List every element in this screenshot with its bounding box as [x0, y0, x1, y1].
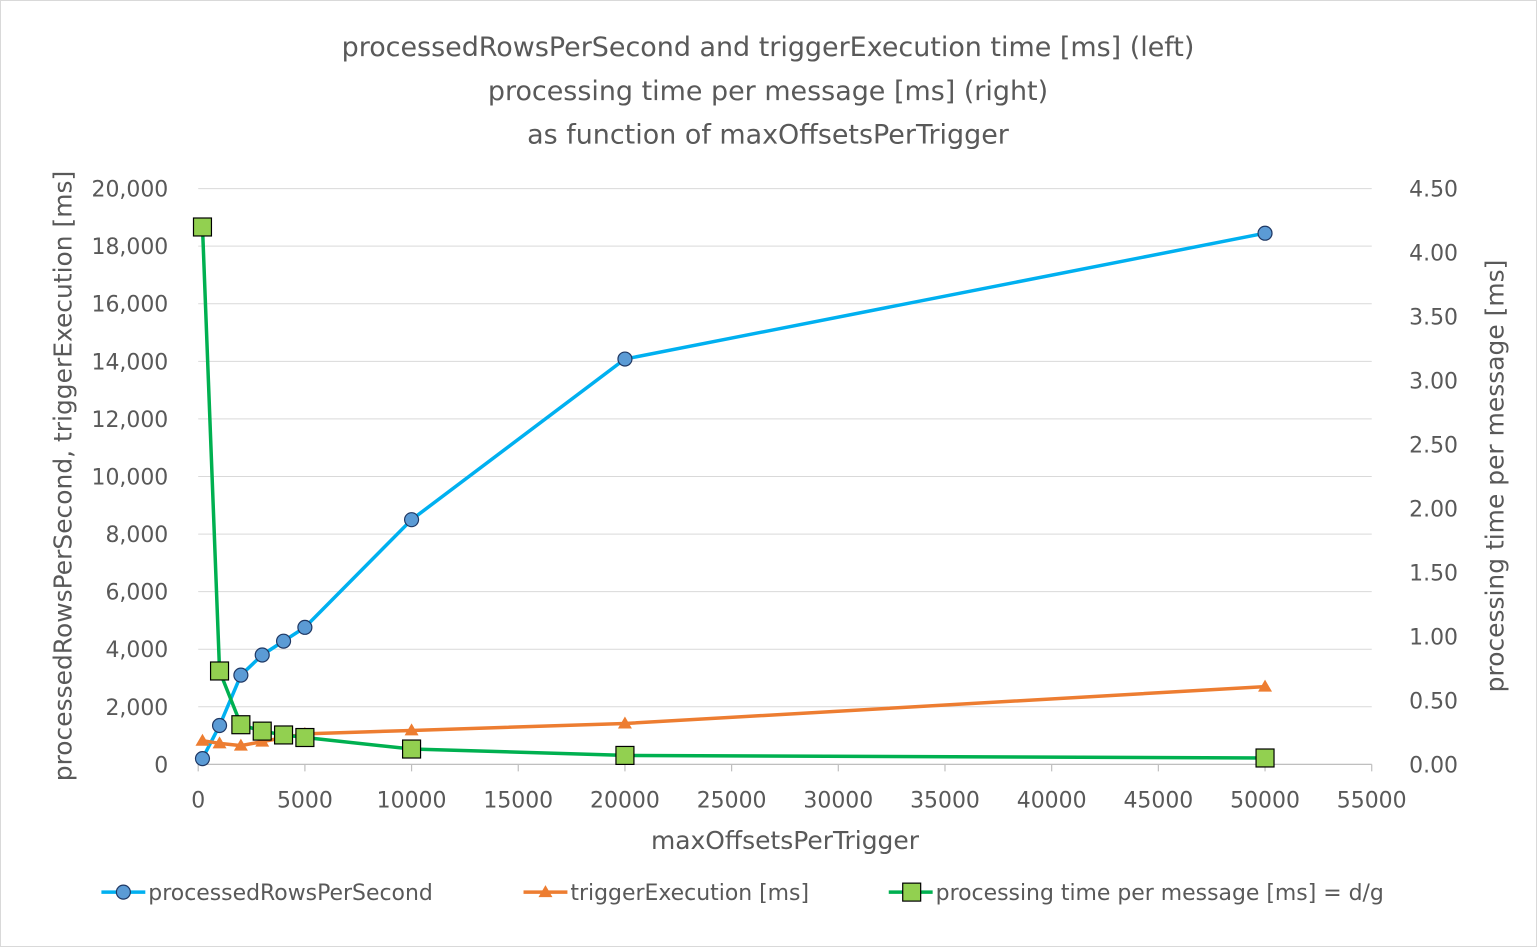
right-y-tick-label: 2.00	[1409, 497, 1458, 522]
left-y-tick-label: 0	[154, 753, 168, 778]
legend-label-trigger-execution: triggerExecution [ms]	[570, 881, 809, 906]
data-point-trigger-execution	[404, 723, 419, 736]
data-point-trigger-execution	[617, 716, 632, 729]
left-y-tick-label: 14,000	[92, 350, 169, 375]
data-point-processed-rows	[233, 667, 249, 683]
left-y-tick-label: 6,000	[105, 581, 168, 606]
x-tick-label: 10000	[377, 788, 447, 813]
right-y-tick-label: 1.00	[1409, 625, 1458, 650]
legend: processedRowsPerSecond triggerExecution …	[101, 881, 1384, 906]
x-tick-label: 0	[191, 788, 205, 813]
right-y-tick-label: 2.50	[1409, 433, 1458, 458]
data-point-processing-time	[401, 739, 422, 759]
left-y-tick-label: 2,000	[105, 696, 168, 721]
chart-title: processedRowsPerSecond and triggerExecut…	[342, 32, 1195, 151]
x-tick-label: 5000	[277, 788, 333, 813]
left-y-axis-title: processedRowsPerSecond, triggerExecution…	[48, 171, 77, 781]
legend-label-processed-rows: processedRowsPerSecond	[148, 881, 432, 906]
data-point-processed-rows	[254, 647, 270, 663]
legend-marker-processing-time	[902, 882, 922, 902]
x-tick-label: 40000	[1017, 788, 1087, 813]
data-point-processing-time	[615, 745, 635, 766]
chart-title-line-3: as function of maxOffsetsPerTrigger	[527, 120, 1010, 151]
x-tick-label: 30000	[803, 788, 873, 813]
left-y-tick-label: 4,000	[105, 638, 168, 663]
data-point-processing-time	[231, 715, 251, 735]
data-point-processing-time	[273, 725, 294, 745]
right-y-tick-label: 4.50	[1409, 178, 1458, 203]
legend-marker-processed-rows	[115, 884, 131, 900]
data-point-processed-rows	[211, 717, 228, 734]
x-tick-label: 15000	[483, 788, 553, 813]
left-y-tick-label: 18,000	[92, 235, 169, 260]
series-line-processed-rows	[200, 231, 1266, 760]
plot-series	[192, 217, 1275, 768]
right-y-tick-label: 0.50	[1409, 689, 1458, 714]
left-y-tick-label: 16,000	[92, 293, 169, 318]
right-y-axis-ticks: 0.00 0.50 1.00 1.50 2.00 2.50 3.00 3.50 4.00 4.50	[1409, 178, 1458, 779]
data-point-processing-time	[209, 661, 230, 681]
legend-item-processed-rows: processedRowsPerSecond	[101, 881, 433, 906]
x-axis-ticks: 0 5000 10000 15000 20000 25000 30000 35000 40000…	[191, 764, 1407, 813]
data-point-trigger-execution	[1258, 679, 1273, 692]
data-point-processing-time	[252, 721, 272, 741]
data-point-processed-rows	[1257, 225, 1273, 241]
series-processing-time	[192, 217, 1275, 768]
legend-item-processing-time: processing time per message [ms] = d/g	[888, 881, 1384, 906]
legend-item-trigger-execution: triggerExecution [ms]	[523, 881, 809, 906]
data-point-trigger-execution	[233, 738, 248, 751]
right-y-tick-label: 0.00	[1409, 753, 1458, 778]
series-line-trigger-execution	[202, 684, 1266, 748]
data-point-processing-time	[295, 727, 315, 748]
series-processed-rows	[194, 225, 1273, 767]
chart-title-line-2: processing time per message [ms] (right)	[488, 76, 1048, 107]
legend-label-processing-time: processing time per message [ms] = d/g	[936, 881, 1384, 906]
data-point-trigger-execution	[195, 733, 210, 746]
data-point-processed-rows	[275, 633, 292, 649]
data-point-processed-rows	[403, 512, 420, 528]
x-tick-label: 55000	[1337, 788, 1407, 813]
right-y-tick-label: 3.50	[1409, 306, 1458, 331]
x-tick-label: 20000	[590, 788, 660, 813]
x-tick-label: 45000	[1123, 788, 1193, 813]
right-y-tick-label: 3.00	[1409, 370, 1458, 395]
data-point-trigger-execution	[212, 736, 227, 749]
right-y-tick-label: 1.50	[1409, 561, 1458, 586]
left-y-tick-label: 12,000	[92, 408, 169, 433]
data-point-processed-rows	[194, 751, 211, 767]
series-line-processing-time	[200, 226, 1266, 760]
gridlines	[198, 188, 1372, 765]
x-tick-label: 50000	[1230, 788, 1300, 813]
left-y-tick-label: 20,000	[92, 178, 169, 203]
data-point-processed-rows	[617, 351, 633, 367]
series-trigger-execution	[195, 679, 1273, 751]
left-y-tick-label: 8,000	[105, 523, 168, 548]
data-point-processed-rows	[297, 619, 313, 635]
left-y-axis-ticks: 0 2,000 4,000 6,000 8,000 10,000 12,000 14,000 1…	[92, 178, 169, 779]
x-axis-title: maxOffsetsPerTrigger	[651, 826, 920, 855]
data-point-processing-time	[192, 217, 213, 237]
left-y-tick-label: 10,000	[92, 465, 169, 490]
right-y-axis-title: processing time per message [ms]	[1480, 260, 1509, 693]
data-point-processing-time	[1255, 748, 1275, 768]
x-tick-label: 25000	[697, 788, 767, 813]
chart-title-line-1: processedRowsPerSecond and triggerExecut…	[342, 32, 1195, 63]
right-y-tick-label: 4.00	[1409, 242, 1458, 267]
x-tick-label: 35000	[910, 788, 980, 813]
legend-marker-trigger-execution	[538, 885, 553, 898]
